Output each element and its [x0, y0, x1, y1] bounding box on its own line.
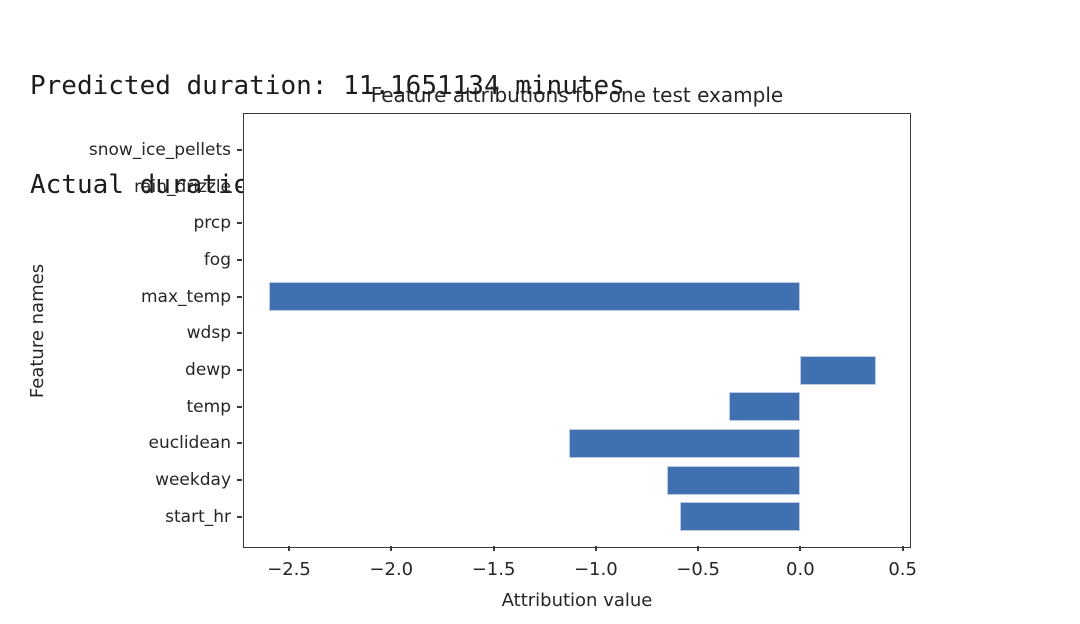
y-tick-mark [237, 479, 242, 482]
y-tick-mark [237, 222, 242, 225]
y-tick-mark [237, 185, 242, 188]
y-tick-mark [237, 295, 242, 298]
x-tick-label: 0.5 [888, 559, 917, 580]
x-tick-label: −2.0 [369, 559, 414, 580]
x-tick-label: −1.5 [471, 559, 516, 580]
y-tick-label: max_temp [140, 286, 231, 307]
y-tick-label: start_hr [165, 506, 231, 527]
x-tick-label: −1.0 [573, 559, 618, 580]
x-tick-mark [288, 546, 290, 551]
x-tick-mark [594, 546, 597, 551]
y-tick-mark [237, 405, 242, 408]
y-tick-label: temp [186, 396, 231, 417]
y-tick-label: weekday [155, 470, 231, 491]
y-tick-label: snow_ice_pellets [88, 139, 231, 160]
y-tick-label: fog [203, 249, 231, 270]
y-tick-label: wdsp [186, 323, 231, 344]
y-tick-mark [237, 148, 242, 151]
y-tick-mark [237, 332, 242, 335]
x-tick-mark [799, 546, 802, 551]
y-tick-label: prcp [193, 213, 231, 234]
bar-max_temp [268, 282, 801, 312]
y-tick-mark [237, 515, 242, 518]
bar-euclidean [569, 428, 801, 458]
bar-dewp [800, 355, 877, 385]
x-tick-label: −2.5 [267, 559, 311, 580]
y-tick-mark [237, 258, 242, 261]
y-tick-mark [237, 369, 242, 371]
x-tick-label: 0.0 [786, 559, 815, 580]
bar-temp [728, 392, 801, 422]
y-tick-label: rain_drizzle [134, 176, 231, 197]
chart-title: Feature attributions for one test exampl… [370, 83, 784, 107]
bar-start_hr [679, 502, 801, 532]
x-tick-mark [697, 546, 700, 551]
x-tick-mark [901, 546, 904, 551]
predicted-duration-text: Predicted duration: 11.1651134 minutes [30, 71, 625, 101]
y-tick-label: euclidean [148, 433, 231, 454]
x-tick-label: −0.5 [676, 559, 720, 580]
x-tick-mark [390, 546, 393, 551]
bar-weekday [667, 465, 801, 495]
x-axis-label: Attribution value [501, 590, 653, 611]
y-tick-label: dewp [185, 360, 231, 380]
x-tick-mark [492, 546, 495, 551]
y-tick-mark [237, 442, 242, 445]
